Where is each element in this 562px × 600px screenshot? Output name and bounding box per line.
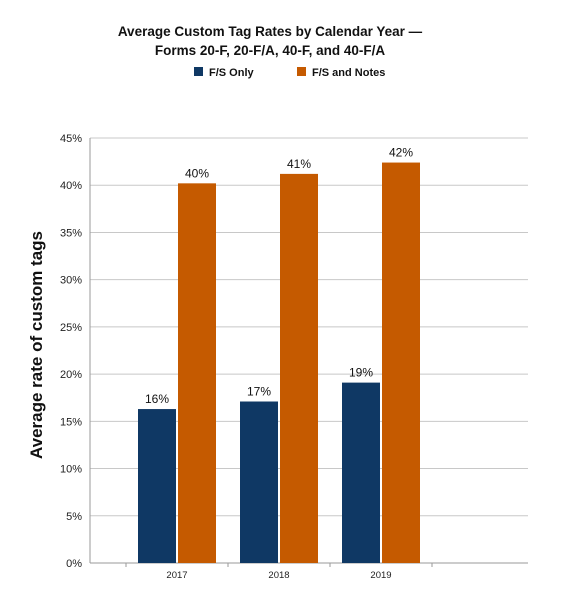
bar-fs-and-notes-2019: [382, 162, 420, 564]
y-tick-label: 0%: [66, 558, 82, 570]
y-tick-label: 15%: [60, 416, 82, 428]
data-label: 40%: [185, 166, 209, 180]
y-tick-label: 25%: [60, 322, 82, 334]
legend-swatch-fs-and-notes: [297, 67, 306, 76]
bar-fs-and-notes-2018: [280, 173, 318, 563]
x-tick-label: 2017: [166, 570, 187, 581]
y-axis-label: Average rate of custom tags: [27, 231, 46, 459]
legend-label-fs-and-notes: F/S and Notes: [312, 67, 385, 79]
y-tick-label: 5%: [66, 511, 82, 523]
y-tick-label: 30%: [60, 275, 82, 287]
chart-title-line-2: Forms 20-F, 20-F/A, 40-F, and 40-F/A: [155, 43, 386, 58]
data-labels: 16% 40% 17% 41% 19% 42%: [145, 146, 413, 406]
bar-fs-only-2019: [342, 382, 380, 563]
y-tick-label: 10%: [60, 464, 82, 476]
y-axis-ticks: 0% 5% 10% 15% 20% 25% 30% 35% 40% 45%: [60, 133, 82, 570]
y-tick-label: 45%: [60, 133, 82, 145]
y-tick-label: 35%: [60, 227, 82, 239]
bars: [138, 162, 420, 564]
y-tick-label: 20%: [60, 369, 82, 381]
data-label: 17%: [247, 385, 271, 399]
data-label: 41%: [287, 157, 311, 171]
bar-fs-and-notes-2017: [178, 183, 216, 564]
y-tick-label: 40%: [60, 180, 82, 192]
bar-fs-only-2018: [240, 401, 278, 563]
x-tick-label: 2018: [268, 570, 289, 581]
legend: F/S Only F/S and Notes: [194, 67, 385, 79]
legend-label-fs-only: F/S Only: [209, 67, 255, 79]
x-axis-ticks: 2017 2018 2019: [125, 563, 433, 581]
bar-fs-only-2017: [138, 409, 176, 563]
chart-title-line-1: Average Custom Tag Rates by Calendar Yea…: [118, 24, 423, 39]
x-tick-label: 2019: [370, 570, 391, 581]
data-label: 16%: [145, 392, 169, 406]
legend-swatch-fs-only: [194, 67, 203, 76]
data-label: 42%: [389, 146, 413, 160]
data-label: 19%: [349, 366, 373, 380]
